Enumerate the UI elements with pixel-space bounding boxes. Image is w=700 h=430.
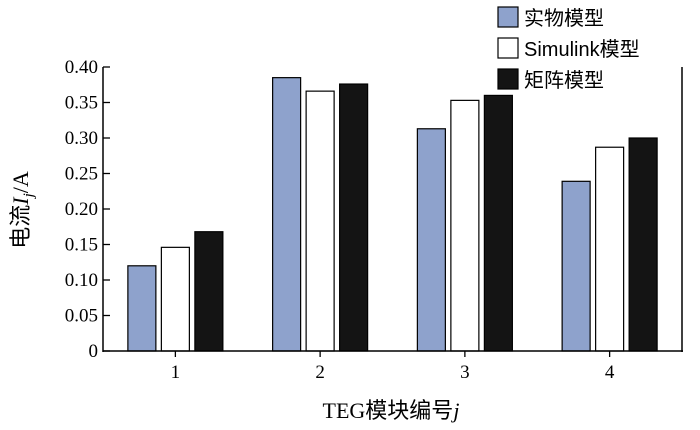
y-tick-label: 0.35 xyxy=(65,93,98,114)
legend-label: 矩阵模型 xyxy=(524,69,604,92)
bar-series2-cat4 xyxy=(595,146,625,352)
bar-series1-cat1 xyxy=(127,265,157,352)
legend-swatch xyxy=(497,37,519,59)
bar-series1-cat3 xyxy=(416,128,446,352)
y-axis-title: 电流Ij/A xyxy=(8,171,37,249)
bars-group xyxy=(127,77,658,352)
x-tick-label: 2 xyxy=(315,362,325,383)
legend-label: 实物模型 xyxy=(524,7,604,30)
y-tick-label: 0.20 xyxy=(65,199,98,220)
bar-series3-cat4 xyxy=(628,137,658,352)
bar-series2-cat2 xyxy=(305,90,335,352)
bar-series2-cat3 xyxy=(450,99,480,352)
bar-series1-cat2 xyxy=(272,77,302,352)
y-tick-label: 0.15 xyxy=(65,235,98,256)
y-tick-label: 0.30 xyxy=(65,128,98,149)
legend-label: Simulink模型 xyxy=(524,38,640,61)
x-tick-label: 1 xyxy=(171,362,181,383)
x-axis-title: TEG模块编号j xyxy=(323,398,460,423)
legend-swatch xyxy=(497,68,519,90)
x-tick-label: 3 xyxy=(460,362,470,383)
y-ticks-group: 0 0.05 0.10 0.15 0.20 0.25 0.30 0.35 0.40 xyxy=(65,57,110,362)
legend-swatch xyxy=(497,6,519,28)
x-tick-label: 4 xyxy=(605,362,615,383)
bar-series1-cat4 xyxy=(561,180,591,352)
bar-series3-cat2 xyxy=(339,83,369,352)
y-tick-label: 0.05 xyxy=(65,306,98,327)
y-tick-label: 0.10 xyxy=(65,270,98,291)
bar-series2-cat1 xyxy=(160,246,190,352)
y-tick-label: 0.40 xyxy=(65,57,98,78)
x-ticks-group: 1 2 3 4 xyxy=(171,351,615,383)
y-tick-label: 0.25 xyxy=(65,164,98,185)
bar-series3-cat3 xyxy=(483,94,513,352)
bar-series3-cat1 xyxy=(194,231,224,352)
y-tick-label: 0 xyxy=(89,341,99,362)
